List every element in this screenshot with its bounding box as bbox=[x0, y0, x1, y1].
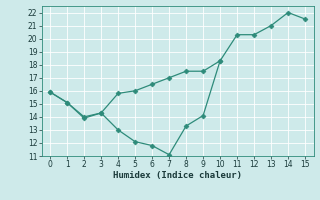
X-axis label: Humidex (Indice chaleur): Humidex (Indice chaleur) bbox=[113, 171, 242, 180]
